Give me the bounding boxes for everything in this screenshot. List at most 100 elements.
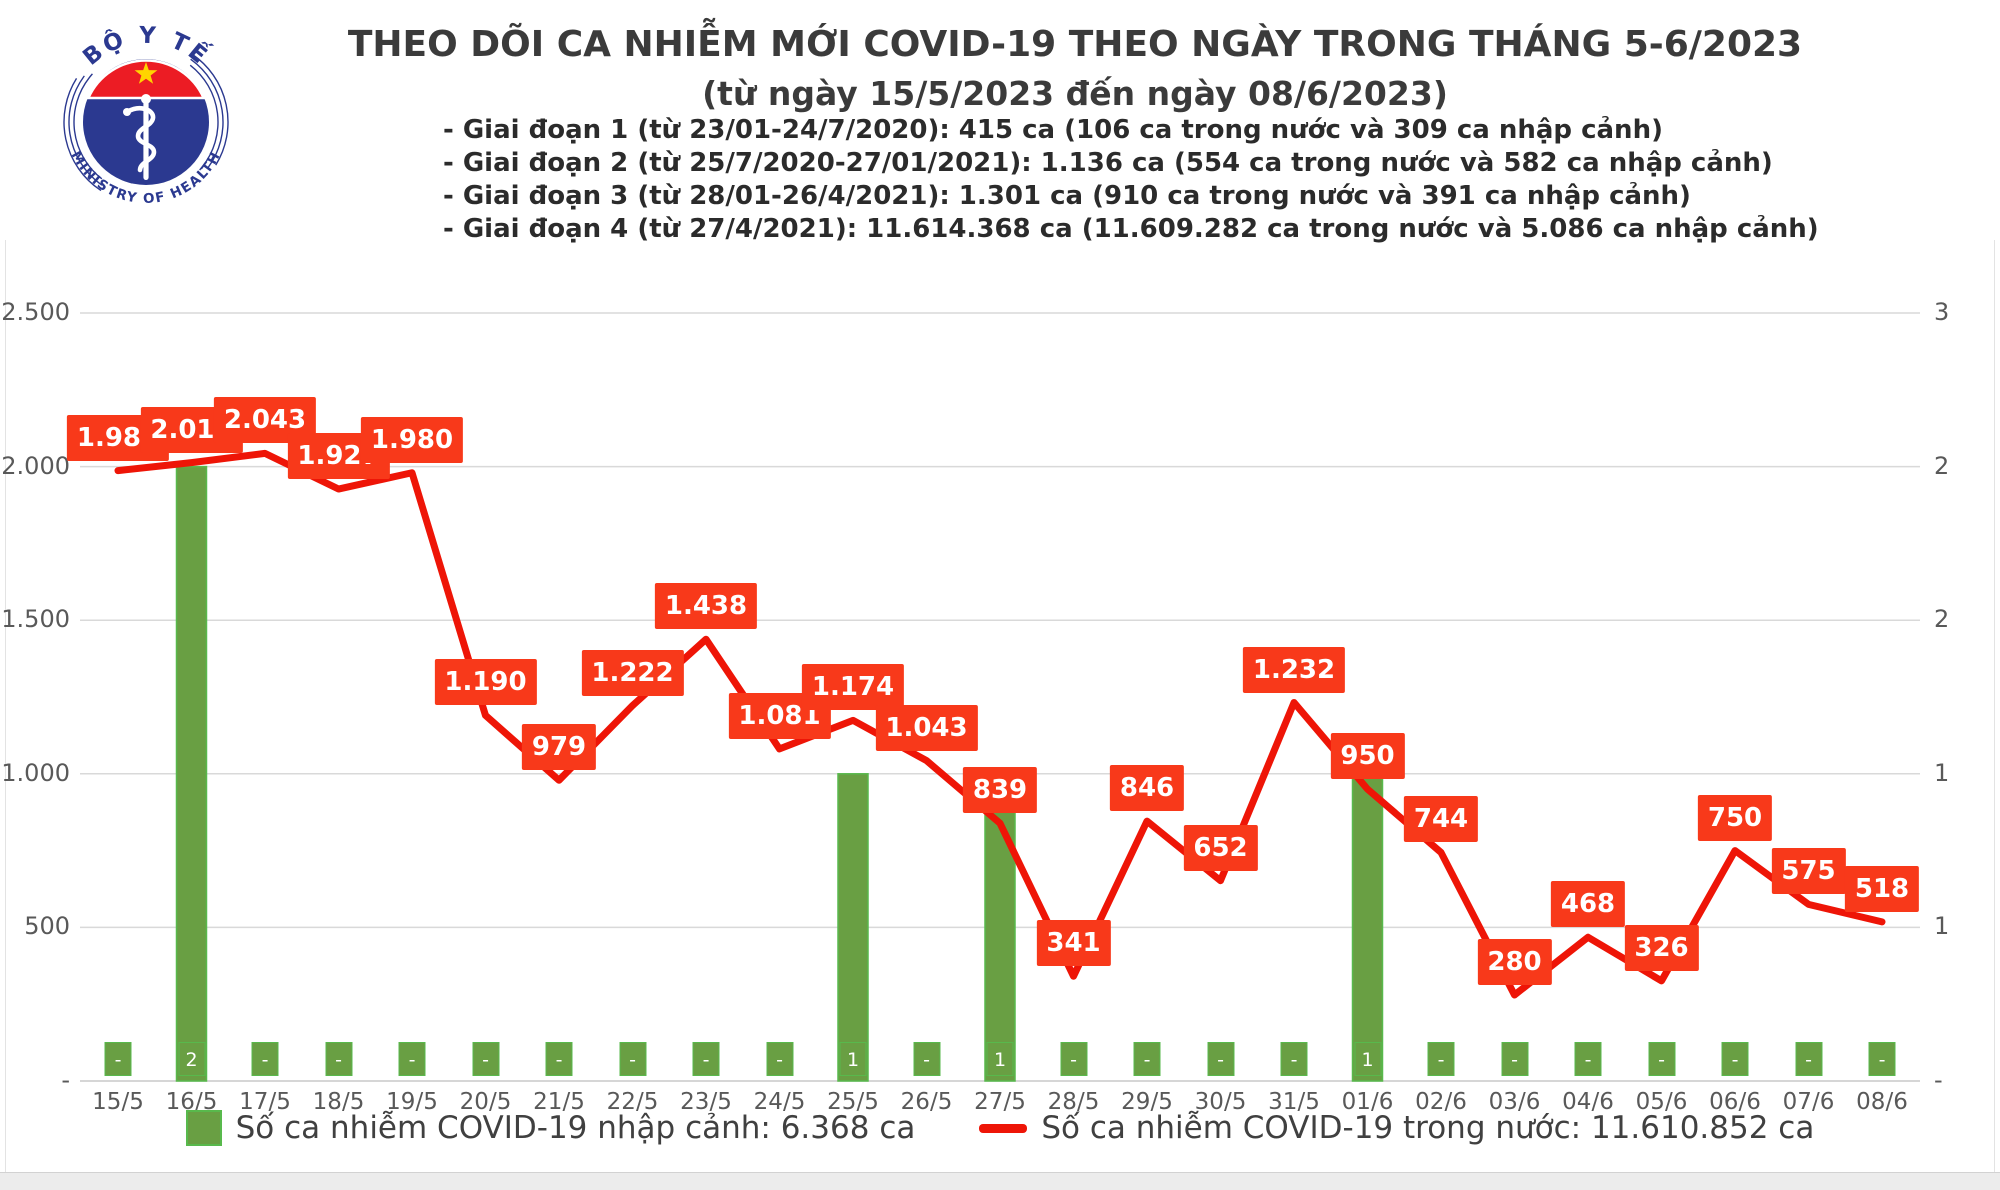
left-axis-tick: 2.500 [1, 298, 70, 326]
imported-value-label: - [1427, 1042, 1455, 1076]
imported-value-label: 1 [839, 1042, 867, 1076]
right-axis-tick: 1 [1934, 758, 1950, 787]
domestic-value-label: 979 [521, 724, 597, 771]
footer-strip [0, 1172, 2000, 1190]
domestic-value-label: 1.043 [875, 704, 978, 751]
phase-3-line: - Giai đoạn 3 (từ 28/01-26/4/2021): 1.30… [443, 181, 1691, 211]
legend-imported-label: Số ca nhiễm COVID-19 nhập cảnh: 6.368 ca [235, 1110, 916, 1146]
x-axis-date-label: 05/6 [1635, 1089, 1688, 1115]
legend-domestic-label: Số ca nhiễm COVID-19 trong nước: 11.610.… [1041, 1110, 1815, 1146]
left-border-line [5, 240, 6, 1172]
x-axis-date-label: 18/5 [312, 1089, 365, 1115]
imported-value-label: - [1795, 1042, 1822, 1076]
domestic-line-series [114, 449, 1886, 999]
imported-bar [1351, 773, 1384, 1082]
right-border-line [1994, 240, 1995, 1172]
domestic-value-label: 575 [1771, 848, 1846, 895]
phase-summary: - Giai đoạn 1 (từ 23/01-24/7/2020): 415 … [443, 114, 1819, 246]
domestic-value-label: 950 [1330, 733, 1405, 780]
imported-value-label: - [472, 1042, 499, 1076]
chart-subtitle: (từ ngày 15/5/2023 đến ngày 08/6/2023) [702, 74, 1448, 113]
x-axis-date-label: 27/5 [974, 1089, 1026, 1115]
domestic-value-label: 744 [1403, 796, 1479, 843]
x-axis-date-label: 24/5 [753, 1089, 806, 1115]
moh-logo-graphic: BỘ Y TẾ MINISTRY OF HEALTH [63, 23, 229, 207]
imported-value-label: - [913, 1042, 940, 1076]
imported-value-label: - [619, 1042, 646, 1076]
logo-asclepius-icon [123, 94, 157, 180]
domestic-value-label: 326 [1624, 924, 1699, 971]
domestic-value-label: 1.232 [1242, 646, 1346, 693]
left-axis-tick: 2.000 [1, 451, 70, 480]
x-axis-date-label: 30/5 [1194, 1089, 1247, 1115]
domestic-value-label: 468 [1550, 881, 1626, 928]
chart-legend: Số ca nhiễm COVID-19 nhập cảnh: 6.368 ca… [0, 1110, 2000, 1146]
x-axis-date-label: 25/5 [827, 1089, 879, 1115]
imported-value-label: - [1648, 1042, 1675, 1076]
imported-value-label: - [692, 1042, 720, 1076]
left-axis-tick: 1.000 [1, 758, 70, 787]
imported-value-label: - [325, 1042, 352, 1076]
right-axis-tick: - [1934, 1066, 1943, 1094]
x-axis-date-label: 29/5 [1121, 1089, 1173, 1115]
x-axis-date-label: 03/6 [1488, 1089, 1541, 1115]
right-axis-tick: 2 [1934, 451, 1950, 480]
domestic-value-label: 750 [1697, 794, 1773, 841]
moh-logo: BỘ Y TẾ MINISTRY OF HEALTH [55, 6, 237, 224]
chart-title: THEO DÕI CA NHIỄM MỚI COVID-19 THEO NGÀY… [347, 24, 1803, 65]
x-axis-date-label: 02/6 [1415, 1089, 1467, 1115]
x-axis-date-label: 28/5 [1047, 1089, 1100, 1115]
imported-value-label: - [1868, 1042, 1896, 1076]
right-axis-tick: 2 [1934, 605, 1950, 634]
x-axis-date-label: 15/5 [92, 1089, 144, 1115]
domestic-value-label: 2.043 [213, 397, 317, 444]
x-axis-date-label: 21/5 [533, 1089, 585, 1115]
imported-value-label: 2 [178, 1042, 205, 1076]
imported-value-label: - [251, 1042, 279, 1076]
imported-value-label: 1 [1354, 1042, 1381, 1076]
logo-star-icon [134, 62, 158, 84]
domestic-value-label: 1.980 [360, 416, 464, 463]
domestic-value-label: 341 [1036, 920, 1111, 967]
imported-bar [837, 773, 869, 1082]
domestic-value-label: 1.174 [801, 664, 905, 711]
imported-value-label: - [766, 1042, 793, 1076]
x-axis-date-label: 01/6 [1341, 1089, 1394, 1115]
imported-value-label: 1 [986, 1042, 1014, 1076]
imported-value-label: - [1133, 1042, 1161, 1076]
domestic-value-label: 518 [1844, 865, 1920, 912]
imported-value-label: - [1574, 1042, 1602, 1076]
imported-value-label: - [1721, 1042, 1749, 1076]
imported-value-label: - [1280, 1042, 1308, 1076]
x-axis-date-label: 23/5 [680, 1089, 732, 1115]
left-axis-tick: 1.500 [1, 605, 70, 634]
domestic-value-label: 280 [1477, 938, 1552, 985]
imported-value-label: - [1501, 1042, 1528, 1076]
phase-1-line: - Giai đoạn 1 (từ 23/01-24/7/2020): 415 … [443, 115, 1663, 145]
phase-4-line: - Giai đoạn 4 (từ 27/4/2021): 11.614.368… [443, 214, 1819, 244]
legend-item-imported: Số ca nhiễm COVID-19 nhập cảnh: 6.368 ca [185, 1110, 916, 1146]
domestic-value-label: 839 [962, 767, 1038, 814]
x-axis-date-label: 08/6 [1856, 1089, 1908, 1115]
imported-value-label: - [104, 1042, 132, 1076]
left-axis-tick: 500 [24, 912, 70, 941]
domestic-value-label: 1.438 [654, 583, 758, 630]
left-axis-tick: - [61, 1066, 70, 1094]
domestic-value-label: 1.222 [581, 649, 684, 696]
phase-2-line: - Giai đoạn 2 (từ 25/7/2020-27/01/2021):… [443, 148, 1773, 178]
logo-flag-red [86, 59, 206, 100]
legend-line-swatch [979, 1123, 1028, 1133]
x-axis-date-label: 04/6 [1562, 1089, 1614, 1115]
right-axis-tick: 3 [1934, 298, 1950, 326]
x-axis-date-label: 07/6 [1782, 1089, 1835, 1115]
imported-value-label: - [1060, 1042, 1087, 1076]
x-axis-date-label: 17/5 [239, 1089, 291, 1115]
x-axis-date-label: 26/5 [900, 1089, 953, 1115]
x-axis-date-label: 31/5 [1268, 1089, 1320, 1115]
domestic-value-label: 846 [1109, 765, 1185, 812]
domestic-value-label: 652 [1183, 824, 1258, 871]
x-axis-date-label: 19/5 [386, 1089, 438, 1115]
